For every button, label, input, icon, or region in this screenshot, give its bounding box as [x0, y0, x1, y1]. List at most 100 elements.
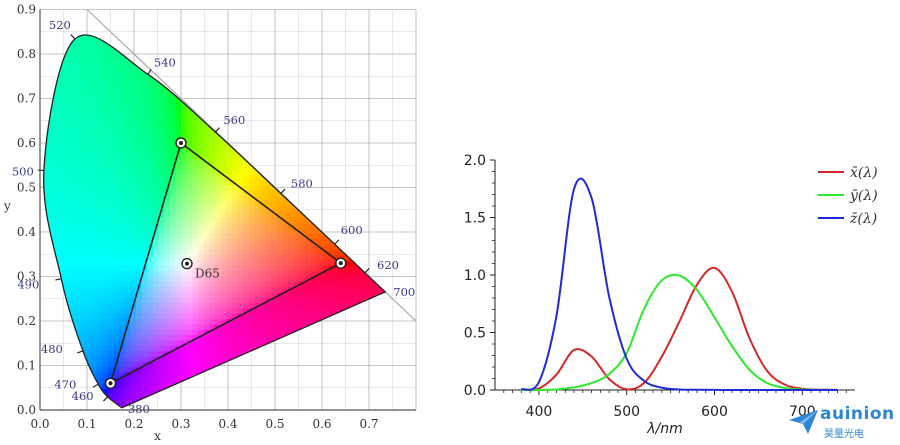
- gamut-fill-cell: [367, 226, 375, 234]
- gamut-fill-cell: [282, 322, 290, 330]
- gamut-fill-cell: [147, 168, 155, 175]
- gamut-fill-cell: [271, 322, 279, 330]
- gamut-fill-cell: [390, 173, 397, 180]
- gamut-fill-cell: [293, 264, 301, 272]
- gamut-fill-cell: [130, 184, 138, 192]
- gamut-fill-cell: [68, 205, 76, 213]
- gamut-fill-cell: [62, 173, 70, 181]
- gamut-fill-cell: [327, 141, 335, 149]
- gamut-fill-cell: [119, 77, 126, 85]
- gamut-fill-cell: [181, 168, 188, 175]
- gamut-fill-cell: [338, 162, 346, 170]
- gamut-fill-cell: [310, 248, 318, 256]
- gamut-fill-cell: [96, 168, 104, 175]
- gamut-fill-cell: [141, 365, 149, 373]
- gamut-fill-cell: [73, 317, 81, 325]
- gamut-fill-cell: [135, 34, 143, 37]
- gamut-fill-cell: [85, 189, 93, 197]
- gamut-fill-cell: [73, 152, 81, 159]
- gamut-fill-cell: [90, 274, 98, 282]
- gamut-fill-cell: [248, 397, 256, 405]
- gamut-fill-cell: [79, 87, 87, 95]
- gamut-fill-cell: [237, 360, 245, 368]
- gamut-fill-cell: [293, 136, 301, 143]
- gamut-fill-cell: [152, 178, 160, 186]
- gamut-fill-cell: [141, 333, 149, 341]
- gamut-fill-cell: [45, 157, 53, 165]
- gamut-fill-cell: [288, 280, 296, 288]
- gamut-fill-cell: [299, 264, 307, 272]
- gamut-fill-cell: [378, 392, 386, 400]
- gamut-fill-cell: [90, 146, 98, 154]
- gamut-fill-cell: [350, 66, 358, 74]
- gamut-fill-cell: [130, 376, 138, 384]
- gamut-fill-cell: [293, 296, 301, 304]
- gamut-fill-cell: [226, 285, 234, 293]
- gamut-fill-cell: [141, 184, 149, 192]
- gamut-fill-cell: [350, 109, 358, 117]
- gamut-fill-cell: [62, 189, 70, 197]
- gamut-fill-cell: [260, 371, 267, 378]
- gamut-fill-cell: [367, 98, 375, 106]
- gamut-fill-cell: [79, 178, 87, 186]
- gamut-fill-cell: [169, 98, 177, 106]
- gamut-fill-cell: [282, 360, 290, 368]
- gamut-fill-cell: [237, 82, 245, 90]
- gamut-fill-cell: [102, 152, 109, 159]
- gamut-fill-cell: [113, 71, 121, 79]
- gamut-fill-cell: [45, 61, 53, 69]
- gamut-fill-cell: [361, 77, 369, 85]
- gamut-fill-cell: [51, 403, 59, 408]
- gamut-fill-cell: [197, 290, 205, 298]
- gamut-fill-cell: [254, 210, 262, 218]
- gamut-fill-cell: [322, 34, 329, 42]
- gamut-fill-cell: [260, 296, 267, 304]
- gamut-fill-cell: [221, 24, 228, 31]
- gamut-fill-cell: [119, 93, 126, 101]
- gamut-fill-cell: [338, 333, 346, 341]
- gamut-fill-cell: [390, 307, 397, 314]
- gamut-fill-cell: [197, 120, 205, 127]
- gamut-fill-cell: [51, 168, 59, 175]
- gamut-fill-cell: [152, 365, 160, 373]
- gamut-fill-cell: [85, 253, 93, 261]
- gamut-fill-cell: [43, 258, 47, 266]
- gamut-fill-cell: [147, 306, 155, 314]
- gamut-fill-cell: [192, 328, 200, 336]
- gamut-fill-cell: [192, 146, 200, 154]
- gamut-fill-cell: [192, 285, 200, 293]
- gamut-fill-cell: [310, 344, 318, 352]
- gamut-fill-cell: [209, 109, 217, 117]
- gamut-fill-cell: [248, 301, 256, 309]
- gamut-fill-cell: [305, 45, 313, 53]
- gamut-fill-cell: [226, 328, 234, 336]
- gamut-fill-cell: [135, 328, 143, 336]
- gamut-fill-cell: [135, 205, 143, 213]
- gamut-fill-cell: [390, 115, 397, 122]
- gamut-fill-cell: [226, 280, 234, 288]
- gamut-fill-cell: [164, 34, 172, 37]
- gamut-fill-cell: [395, 307, 402, 314]
- gamut-fill-cell: [254, 114, 262, 122]
- gamut-fill-cell: [350, 34, 358, 37]
- gamut-fill-cell: [158, 141, 166, 149]
- gamut-fill-cell: [102, 338, 109, 346]
- gamut-fill-cell: [214, 82, 222, 90]
- gamut-fill-cell: [333, 216, 341, 224]
- gamut-fill-cell: [276, 338, 284, 346]
- gamut-fill-cell: [102, 194, 109, 202]
- gamut-fill-cell: [181, 178, 188, 186]
- gamut-fill-cell: [214, 264, 222, 272]
- gamut-fill-cell: [147, 317, 155, 325]
- gamut-fill-cell: [192, 333, 200, 341]
- gamut-fill-cell: [327, 98, 335, 106]
- gamut-fill-cell: [56, 82, 64, 90]
- gamut-fill-cell: [175, 194, 183, 202]
- gamut-fill-cell: [265, 344, 273, 352]
- gamut-fill-cell: [355, 403, 363, 408]
- gamut-fill-cell: [79, 328, 87, 336]
- gamut-fill-cell: [68, 365, 76, 373]
- gamut-fill-cell: [305, 349, 313, 357]
- gamut-fill-cell: [220, 146, 228, 154]
- gamut-fill-cell: [135, 71, 143, 79]
